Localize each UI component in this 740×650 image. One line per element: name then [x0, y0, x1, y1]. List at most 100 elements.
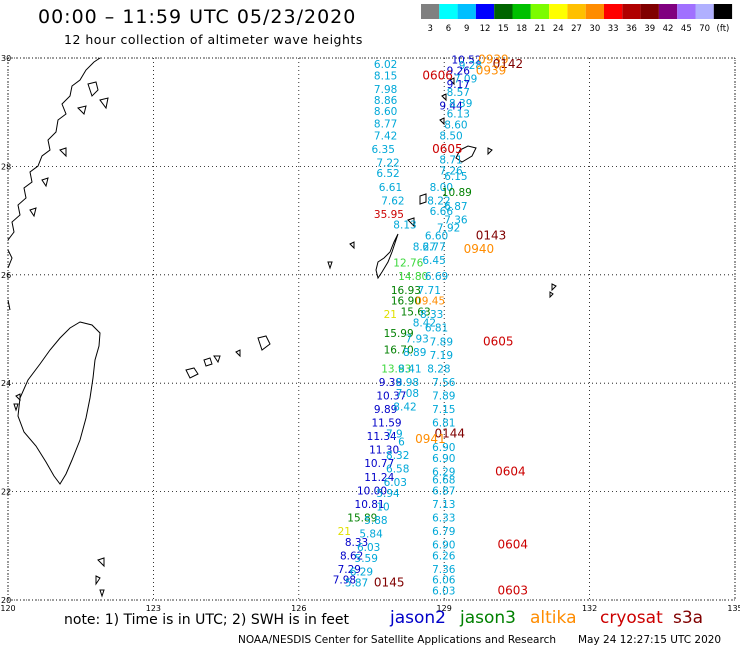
wave-height-label: 8.27: [413, 241, 436, 253]
wave-height-label: 7.92: [437, 222, 460, 234]
wave-height-label: 7.42: [374, 130, 397, 142]
wave-height-label: 6.60: [425, 231, 448, 243]
wave-height-label: 6.61: [379, 182, 402, 194]
wave-height-label: 21: [384, 309, 397, 321]
daito-islands: [549, 283, 557, 299]
wave-height-label: 11.30: [369, 445, 399, 457]
pass-time-label: 0941: [415, 432, 446, 446]
colorbar-label: 15: [498, 24, 509, 34]
wave-height-label: 6.33: [432, 512, 455, 524]
wave-height-label: 8.50: [439, 130, 462, 142]
wave-height-label: 6.87: [444, 201, 467, 213]
wave-height-label: 6.90: [432, 442, 455, 454]
colorbar-swatch: [713, 4, 733, 19]
wave-height-label: 6.68: [432, 474, 455, 486]
lon-tick-label: 123: [146, 604, 161, 613]
map-title: 00:00 – 11:59 UTC 05/23/2020: [38, 6, 357, 28]
wave-height-label: 7.98: [374, 84, 397, 96]
colorbar-swatch: [475, 4, 495, 19]
wave-height-label: 9.39: [379, 377, 402, 389]
wave-height-label: 5.87: [345, 577, 368, 589]
credit-line: NOAA/NESDIS Center for Satellite Applica…: [238, 634, 556, 646]
wave-height-label: 9.28: [459, 60, 482, 72]
colorbar-swatch: [457, 4, 476, 19]
wave-height-label: 7.56: [432, 377, 456, 389]
china-islands: [29, 81, 109, 218]
wave-height-label: 6.15: [444, 171, 467, 183]
wave-height-colorbar: 3 6 9 12 15 18 21 24 27 30 33 36 39 42 45 70 (ft): [421, 4, 733, 34]
wave-height-label: 8.15: [374, 71, 397, 83]
wave-height-label: 8.89: [403, 347, 426, 359]
okinawa-island: [375, 233, 399, 280]
legend-jason3: jason3: [460, 608, 516, 628]
legend-altika: altika: [530, 608, 577, 628]
colorbar-swatch: [585, 4, 604, 19]
colorbar-label: 27: [571, 24, 582, 34]
colorbar-label: 21: [535, 24, 546, 34]
wave-height-label: 8.33: [345, 537, 368, 549]
wave-height-label: 6.29: [350, 567, 373, 579]
wave-height-label: 6: [398, 437, 405, 449]
wave-height-label: 6.87: [432, 485, 455, 497]
wave-height-label: 8.39: [449, 98, 472, 110]
units-note: note: 1) Time is in UTC; 2) SWH is in fe…: [64, 612, 350, 628]
wave-height-label: 7.93: [405, 334, 428, 346]
wave-height-label: 7.89: [432, 390, 455, 402]
lon-tick-label: 135: [727, 604, 740, 613]
lon-tick-label: 129: [437, 604, 452, 613]
colorbar-swatch: [530, 4, 550, 19]
wave-height-label: 11.24: [364, 472, 394, 484]
wave-height-label: 6.03: [384, 477, 407, 489]
wave-height-label: 6.02: [374, 59, 397, 71]
wave-height-label: 8.86: [374, 95, 398, 107]
colorbar-label: 6: [446, 24, 451, 34]
tokunoshima-island: [407, 193, 427, 228]
pass-time-label: 0605: [432, 142, 463, 156]
wave-height-label: 15.89: [347, 512, 377, 524]
wave-height-label: 6.45: [422, 255, 445, 267]
lanyu-island: [95, 557, 105, 598]
lon-tick-label: 120: [0, 604, 15, 613]
wave-height-label: 8.22: [427, 195, 450, 207]
colorbar-swatch: [677, 4, 696, 19]
wave-height-label: 6.90: [432, 540, 455, 552]
wave-height-label: 6.79: [432, 526, 455, 538]
colorbar-swatch: [604, 4, 623, 19]
colorbar-label: 39: [644, 24, 655, 34]
wave-height-label: 8.42: [413, 317, 436, 329]
lon-tick-label: 132: [582, 604, 597, 613]
wave-height-label: 15.63: [401, 306, 431, 318]
wave-height-label: 35.95: [374, 209, 404, 221]
wave-height-label: 7.98: [333, 575, 356, 587]
wave-height-label: 8.13: [393, 220, 416, 232]
colorbar-swatch: [512, 4, 531, 19]
wave-height-label: 5.84: [359, 529, 383, 541]
colorbar-label: 42: [663, 24, 674, 34]
colorbar-label: 3: [427, 24, 432, 34]
colorbar-label: 12: [480, 24, 491, 34]
wave-height-label: 16.90: [391, 296, 421, 308]
wave-height-label: 6.77: [422, 241, 445, 253]
colorbar-swatch: [439, 4, 458, 19]
amami-island: [455, 145, 477, 163]
lat-tick-label: 22: [1, 488, 11, 497]
misc-islets: [327, 241, 355, 270]
pass-time-label: 0603: [498, 584, 529, 598]
wave-height-label: 10: [376, 502, 389, 514]
wave-height-label: 7.08: [396, 388, 419, 400]
colorbar-swatch: [421, 4, 440, 19]
wave-height-label: 6.52: [376, 168, 399, 180]
wave-height-label: 9.89: [374, 404, 397, 416]
wave-height-label: 8.57: [447, 87, 470, 99]
pass-time-label: 0939: [478, 52, 509, 66]
wave-height-label: 7.19: [430, 350, 453, 362]
wave-height-label: 8.60: [444, 119, 467, 131]
wave-height-label: 12.76: [393, 258, 423, 270]
wave-height-label: 7.89: [430, 336, 453, 348]
wave-height-label: 11.59: [372, 418, 402, 430]
wave-height-label: 8.28: [427, 363, 450, 375]
axis-tick-labels: 120 123 126 129 132 135 30 28 26 24 22 20: [0, 54, 740, 613]
colorbar-label: 18: [516, 24, 527, 34]
lat-tick-label: 20: [1, 596, 11, 605]
